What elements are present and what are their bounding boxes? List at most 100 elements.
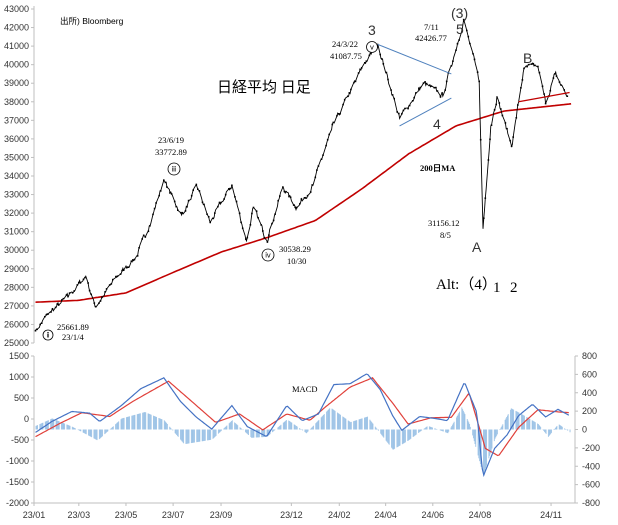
histogram-bar [120, 419, 122, 430]
histogram-bar [468, 422, 470, 430]
histogram-bar [74, 428, 76, 430]
histogram-bar [248, 429, 249, 435]
histogram-bar [527, 418, 529, 430]
histogram-bar [306, 429, 308, 433]
price-marker [241, 227, 244, 230]
macd-y2tick-label: 400 [582, 388, 597, 398]
price-marker [246, 236, 249, 239]
red-trendline [518, 91, 570, 103]
histogram-bar [100, 429, 102, 438]
histogram-bar [236, 424, 238, 430]
price-marker [155, 202, 157, 204]
price-marker [418, 87, 420, 90]
price-marker [456, 42, 459, 45]
histogram-bar [317, 420, 319, 430]
histogram-bar [462, 410, 464, 430]
histogram-bar [229, 422, 231, 430]
histogram-bar [453, 421, 455, 430]
histogram-bar [61, 422, 63, 430]
price-marker [527, 63, 530, 66]
histogram-bar [104, 429, 106, 435]
histogram-bar [74, 428, 76, 430]
histogram-bar [118, 421, 120, 430]
histogram-bar [172, 429, 174, 431]
price-marker [424, 81, 426, 83]
histogram-bar [230, 421, 232, 430]
price-marker [381, 58, 383, 60]
histogram-bar [472, 429, 474, 436]
price-marker [224, 193, 227, 196]
price-marker [45, 313, 48, 316]
price-marker [510, 145, 513, 148]
price-marker [149, 225, 151, 227]
histogram-bar [401, 429, 403, 445]
histogram-bar [128, 416, 130, 430]
histogram-bar [133, 415, 135, 430]
price-marker [125, 266, 128, 269]
histogram-bar [350, 421, 352, 430]
histogram-bar [102, 429, 103, 437]
histogram-bar [110, 428, 112, 430]
histogram-bar [513, 409, 515, 430]
histogram-bar [164, 421, 166, 430]
histogram-bar [528, 418, 530, 430]
histogram-bar [159, 418, 161, 430]
histogram-bar [182, 429, 184, 443]
histogram-bar [85, 429, 87, 435]
histogram-bar [440, 429, 442, 431]
price-marker [271, 222, 273, 225]
histogram-bar [474, 429, 476, 444]
price-marker [159, 190, 162, 192]
histogram-bar [153, 415, 154, 430]
histogram-bar [455, 417, 457, 430]
histogram-bar [153, 416, 155, 430]
price-marker [490, 124, 493, 126]
price-marker [484, 197, 487, 199]
price-marker [195, 183, 198, 186]
macd-y2tick-label: 0 [582, 425, 587, 435]
histogram-bar [475, 429, 477, 447]
histogram-bar [464, 414, 466, 430]
histogram-bar [37, 425, 38, 430]
histogram-bar [549, 429, 551, 435]
histogram-bar [224, 427, 226, 430]
histogram-bar [199, 429, 201, 442]
histogram-bar [266, 429, 268, 437]
histogram-bar [214, 429, 215, 438]
price-marker [214, 212, 216, 214]
histogram-bar [63, 423, 65, 430]
histogram-bar [221, 429, 222, 431]
histogram-bar [88, 429, 89, 436]
histogram-bar [361, 418, 363, 430]
price-ytick-label: 37000 [4, 115, 29, 125]
circle-marker-v [366, 41, 378, 53]
histogram-bar [527, 417, 528, 430]
xtick-label: 23/03 [68, 510, 91, 520]
histogram-bar [347, 420, 349, 430]
histogram-bar [409, 429, 411, 440]
histogram-bar [68, 425, 70, 430]
price-marker [408, 104, 411, 107]
histogram-bar [418, 429, 420, 433]
histogram-bar [472, 429, 474, 439]
histogram-bar [561, 426, 563, 430]
histogram-bar [520, 413, 522, 430]
histogram-bar [412, 429, 414, 437]
histogram-bar [85, 429, 86, 434]
histogram-bar [339, 414, 341, 430]
histogram-bar [307, 429, 309, 432]
price-marker [50, 311, 52, 313]
histogram-bar [478, 429, 480, 459]
histogram-bar [257, 429, 259, 438]
macd-y2tick-label: -600 [582, 480, 600, 490]
price-marker [430, 85, 432, 87]
price-marker [391, 94, 394, 96]
histogram-bar [78, 429, 79, 431]
histogram-bar [537, 423, 539, 430]
annotation-ii: ⅱ 25661.89 23/1/4 [42, 322, 89, 342]
price-marker [98, 302, 100, 304]
histogram-bar [320, 417, 322, 430]
histogram-bar [159, 418, 161, 430]
histogram-bar [302, 429, 304, 431]
price-marker [67, 295, 69, 298]
